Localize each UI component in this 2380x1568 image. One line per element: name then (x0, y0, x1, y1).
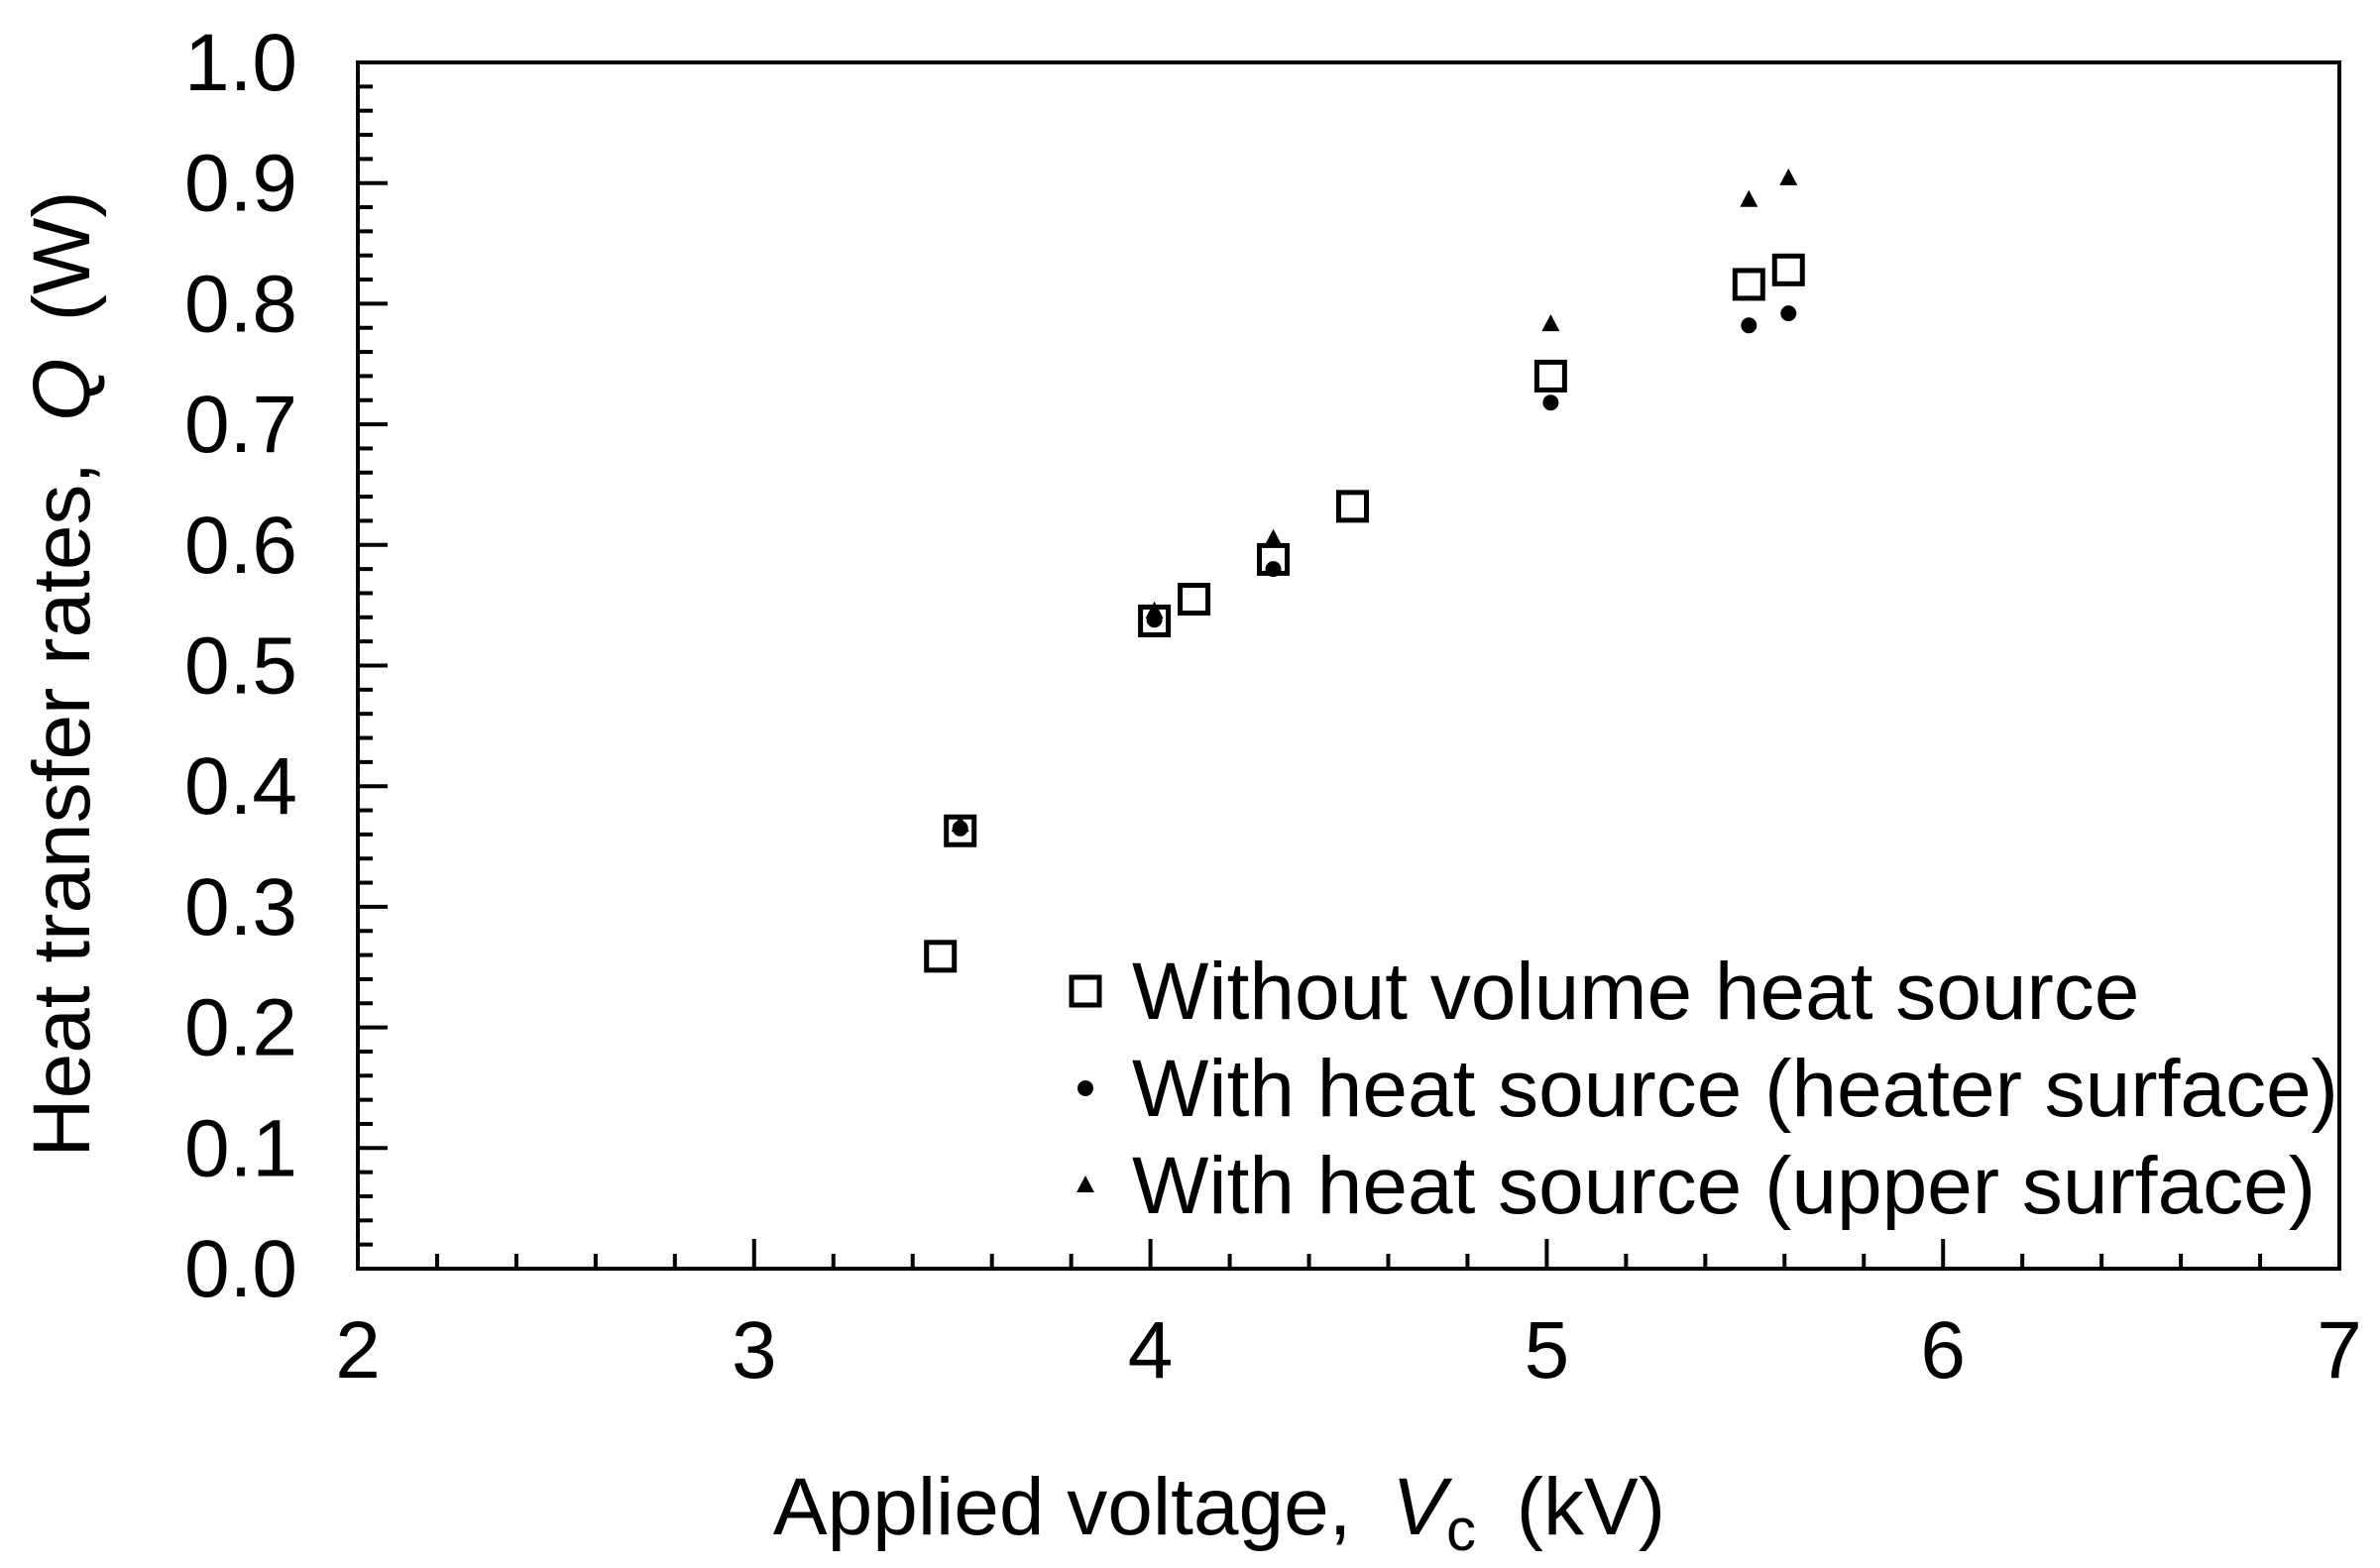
legend-item: With heat source (heater surface) (1077, 1044, 2338, 1134)
legend-marker (1077, 1080, 1093, 1096)
legend-label: Without volume heat source (1132, 947, 2139, 1037)
data-point (1178, 583, 1211, 616)
data-point (1771, 253, 1805, 286)
series-2 (952, 305, 1797, 837)
data-point (1779, 168, 1798, 185)
x-tick-label: 3 (732, 1305, 777, 1396)
axis-ticks (356, 60, 2341, 1271)
y-tick-label: 0.0 (184, 1224, 297, 1314)
data-point (1542, 394, 1559, 411)
y-tick-label: 1.0 (184, 18, 297, 108)
x-tick-label: 6 (1920, 1305, 1966, 1396)
y-tick-label: 0.1 (184, 1103, 297, 1193)
series-3 (951, 168, 1798, 833)
data-point (1732, 268, 1765, 301)
data-point (1264, 528, 1283, 546)
legend-label: With heat source (upper surface) (1132, 1141, 2316, 1231)
y-tick-label: 0.3 (184, 862, 297, 952)
x-tick-label: 2 (335, 1305, 381, 1396)
y-tick-label: 0.9 (184, 139, 297, 229)
x-tick-label: 5 (1525, 1305, 1570, 1396)
series-1 (924, 253, 1805, 973)
legend-item: Without volume heat source (1069, 947, 2139, 1037)
data-point (1780, 305, 1797, 322)
y-tick-label: 0.6 (184, 501, 297, 591)
data-points (924, 168, 1805, 973)
data-point (951, 815, 969, 833)
x-axis-label: Applied voltage, Vc (kV) (773, 1462, 1665, 1568)
tick-labels: 2 3 4 5 6 7 0.0 0.1 0.2 0.3 0.4 0.5 0.6 0.7 0.8 0.9 1.0 (184, 18, 2362, 1396)
y-tick-label: 0.4 (184, 741, 297, 832)
y-tick-label: 0.8 (184, 259, 297, 349)
data-point (1740, 189, 1758, 207)
legend-marker (1069, 974, 1102, 1008)
data-point (924, 940, 958, 973)
y-axis-label: Heat transfer rates, Q (W) (17, 190, 107, 1157)
legend-marker (1077, 1176, 1094, 1192)
y-tick-label: 0.7 (184, 380, 297, 470)
legend-label: With heat source (heater surface) (1132, 1044, 2338, 1134)
data-point (1533, 359, 1567, 392)
data-point (1145, 601, 1164, 618)
data-point (1541, 314, 1560, 332)
x-tick-label: 4 (1128, 1305, 1174, 1396)
data-point (1741, 317, 1757, 334)
y-tick-label: 0.5 (184, 621, 297, 712)
legend-item: With heat source (upper surface) (1077, 1141, 2316, 1231)
data-point (1265, 561, 1282, 578)
data-point (1335, 490, 1369, 523)
x-tick-label: 7 (2317, 1305, 2362, 1396)
y-tick-label: 0.2 (184, 983, 297, 1073)
